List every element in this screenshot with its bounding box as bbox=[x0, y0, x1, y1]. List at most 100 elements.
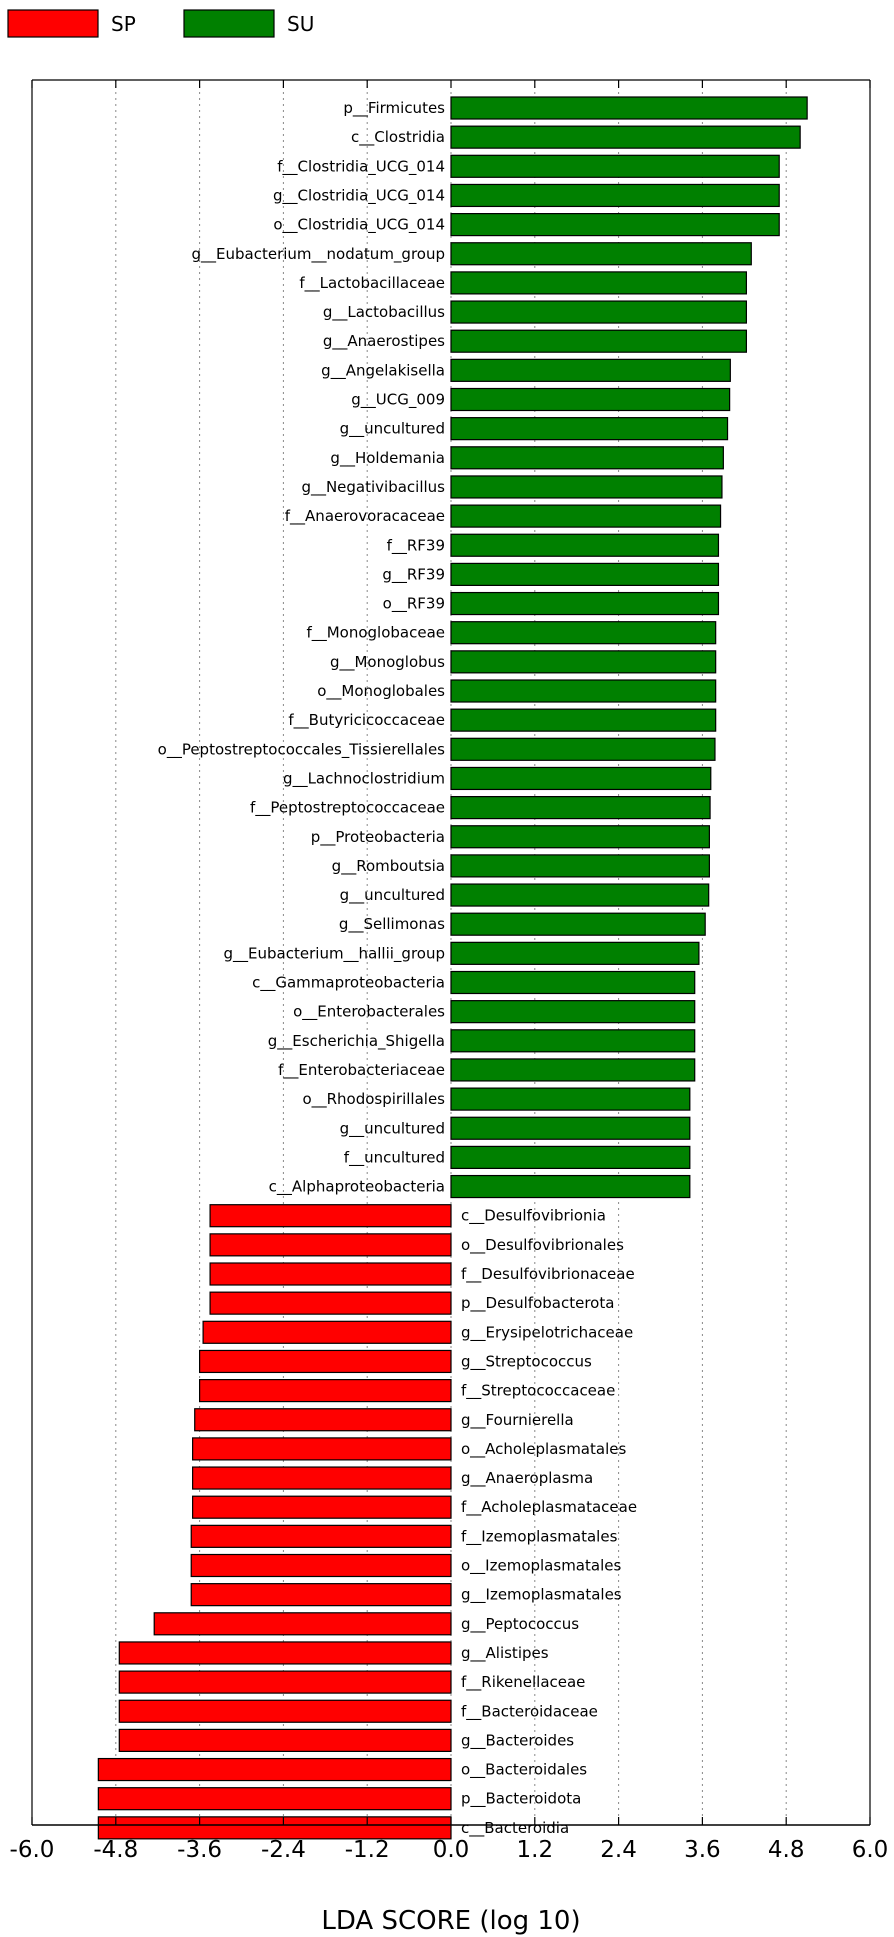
x-tick-label: -4.8 bbox=[93, 1837, 138, 1863]
bar-su bbox=[450, 1029, 696, 1053]
bar-su bbox=[450, 562, 720, 587]
bar-label: g__Anaeroplasma bbox=[461, 1469, 593, 1488]
bar-su bbox=[450, 795, 711, 820]
bar-su bbox=[450, 825, 710, 849]
bar-sp bbox=[190, 1553, 452, 1578]
bar-label: g__Izemoplasmatales bbox=[461, 1586, 622, 1605]
bar-label: g__Lachnoclostridium bbox=[283, 769, 445, 788]
bar-su bbox=[450, 766, 712, 791]
x-tick-label: 2.4 bbox=[600, 1837, 637, 1863]
bar-label: f__RF39 bbox=[387, 536, 445, 555]
bar-su bbox=[450, 300, 747, 324]
bar-sp bbox=[153, 1612, 452, 1636]
bar-sp bbox=[209, 1262, 452, 1286]
bar-label: c__Desulfovibrionia bbox=[461, 1207, 606, 1226]
legend-label-su: SU bbox=[287, 12, 314, 36]
bar-label: f__Anaerovoracaceae bbox=[285, 507, 445, 526]
bar-sp bbox=[209, 1204, 452, 1228]
bar-su bbox=[450, 154, 780, 178]
legend-swatch-sp bbox=[7, 9, 99, 38]
bar-label: g__uncultured bbox=[340, 886, 445, 905]
bar-su bbox=[450, 1174, 691, 1199]
bar-label: f__Rikenellaceae bbox=[461, 1673, 585, 1692]
bar-label: p__Bacteroidota bbox=[461, 1790, 581, 1809]
bar-sp bbox=[190, 1583, 452, 1607]
bar-label: g__Streptococcus bbox=[461, 1352, 592, 1371]
bar-sp bbox=[97, 1816, 452, 1840]
bar-label: g__Escherichia_Shigella bbox=[268, 1032, 445, 1051]
x-tick-label: -1.2 bbox=[345, 1837, 390, 1863]
legend-label-sp: SP bbox=[111, 12, 136, 36]
x-tick-label: 6.0 bbox=[852, 1837, 889, 1863]
bar-label: g__Bacteroides bbox=[461, 1731, 574, 1750]
bar-label: f__Lactobacillaceae bbox=[299, 274, 445, 293]
bar-label: g__Anaerostipes bbox=[323, 332, 445, 351]
bar-label: o__Peptostreptococcales_Tissierellales bbox=[158, 740, 446, 759]
bar-label: f__Acholeplasmataceae bbox=[461, 1498, 637, 1517]
bar-label: o__Enterobacterales bbox=[293, 1003, 445, 1022]
bar-su bbox=[450, 417, 729, 441]
bar-su bbox=[450, 1000, 696, 1024]
bar-su bbox=[450, 387, 731, 412]
bar-label: o__Acholeplasmatales bbox=[461, 1440, 626, 1459]
bar-su bbox=[450, 271, 747, 295]
bar-su bbox=[450, 242, 752, 266]
bar-label: o__Izemoplasmatales bbox=[461, 1557, 621, 1576]
bar-su bbox=[450, 533, 720, 557]
bar-su bbox=[450, 504, 722, 528]
bar-label: f__Izemoplasmatales bbox=[461, 1527, 618, 1546]
bar-su bbox=[450, 1145, 691, 1170]
bar-label: o__Bacteroidales bbox=[461, 1761, 587, 1780]
legend: SP SU bbox=[7, 9, 314, 38]
x-axis: -6.0 -4.8 -3.6 -2.4 -1.2 0.0 1.2 2.4 3.6 4.8 6.0 bbox=[10, 79, 889, 1863]
bar-label: f__uncultured bbox=[344, 1148, 445, 1167]
bar-su bbox=[450, 125, 801, 149]
bar-su bbox=[450, 475, 723, 499]
bar-label: o__Clostridia_UCG_014 bbox=[273, 216, 445, 235]
bar-label: g__Romboutsia bbox=[332, 857, 445, 876]
bar-su bbox=[450, 213, 780, 237]
bar-label: g__Angelakisella bbox=[321, 361, 445, 380]
bar-label: g__Lactobacillus bbox=[323, 303, 445, 322]
bar-su bbox=[450, 1058, 696, 1082]
bar-su bbox=[450, 650, 717, 674]
bar-su bbox=[450, 970, 696, 995]
bar-label: f__Bacteroidaceae bbox=[461, 1702, 598, 1721]
bar-label: f__Monoglobaceae bbox=[306, 624, 445, 643]
bar-sp bbox=[118, 1641, 452, 1665]
x-tick-label: 1.2 bbox=[517, 1837, 554, 1863]
bar-su bbox=[450, 621, 717, 645]
bar-sp bbox=[118, 1670, 452, 1694]
bar-label: o__Desulfovibrionales bbox=[461, 1236, 624, 1255]
bar-label: g__Erysipelotrichaceae bbox=[461, 1323, 633, 1342]
bar-label: c__Gammaproteobacteria bbox=[252, 974, 445, 993]
x-tick-label: 0.0 bbox=[433, 1837, 470, 1863]
bar-label: g__uncultured bbox=[340, 420, 445, 439]
bar-label: c__Bacteroidia bbox=[461, 1819, 569, 1838]
bar-label: f__Streptococcaceae bbox=[461, 1382, 615, 1401]
bar-label: o__Rhodospirillales bbox=[302, 1090, 445, 1109]
bar-label: g__RF39 bbox=[382, 565, 445, 584]
x-tick-label: 4.8 bbox=[768, 1837, 805, 1863]
bar-su bbox=[450, 329, 747, 353]
bar-sp bbox=[199, 1378, 452, 1403]
bar-sp bbox=[97, 1757, 452, 1782]
bar-sp bbox=[209, 1291, 452, 1315]
bar-label: g__UCG_009 bbox=[351, 391, 445, 410]
x-tick-label: -3.6 bbox=[177, 1837, 222, 1863]
bar-label: o__Monoglobales bbox=[317, 682, 445, 701]
bar-label: c__Clostridia bbox=[351, 128, 445, 147]
bar-sp bbox=[97, 1787, 452, 1811]
bar-label: p__Firmicutes bbox=[343, 99, 445, 118]
bar-su bbox=[450, 591, 720, 616]
bar-su bbox=[450, 883, 710, 907]
bar-su bbox=[450, 96, 808, 120]
bar-sp bbox=[209, 1233, 452, 1257]
legend-swatch-su bbox=[183, 9, 275, 38]
bar-su bbox=[450, 941, 700, 965]
bar-labels: p__Firmicutes c__Clostridia f__Clostridia_… bbox=[158, 99, 637, 1838]
bar-su bbox=[450, 1116, 691, 1140]
x-axis-label: LDA SCORE (log 10) bbox=[321, 1906, 580, 1936]
bar-sp bbox=[118, 1728, 452, 1753]
